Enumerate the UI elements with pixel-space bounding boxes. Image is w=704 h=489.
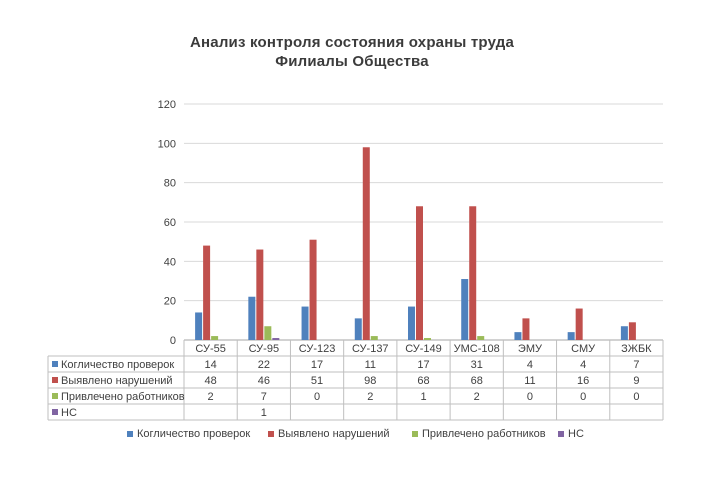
data-label-3-1: 1 [261, 407, 267, 419]
data-label-1-2: 51 [311, 375, 323, 387]
x-tick-label: ЗЖБК [621, 343, 652, 355]
data-label-0-5: 31 [471, 359, 483, 371]
bar-series2-5 [477, 336, 485, 340]
bar-series0-6 [514, 332, 522, 340]
data-label-1-6: 11 [524, 375, 535, 387]
table-legend-key-1 [52, 377, 58, 383]
chart-title-line-1: Анализ контроля состояния охраны труда [189, 34, 515, 51]
table-legend-key-0 [52, 361, 58, 367]
data-label-1-8: 9 [633, 375, 639, 387]
data-label-1-5: 68 [471, 375, 483, 387]
data-label-0-4: 17 [417, 359, 429, 371]
y-tick-label: 60 [164, 217, 176, 229]
table-row-label-0: Когличество проверок [61, 359, 174, 371]
legend-label-1: Выявлено нарушений [278, 428, 390, 440]
bar-series0-0 [195, 312, 203, 340]
bar-series2-4 [424, 338, 431, 340]
x-tick-label: СУ-123 [299, 343, 336, 355]
bar-series1-0 [203, 245, 211, 340]
bar-series1-3 [362, 147, 370, 340]
bar-series1-4 [416, 206, 423, 340]
data-label-2-2: 0 [314, 391, 320, 403]
x-tick-label: СУ-55 [195, 343, 225, 355]
bar-series1-7 [575, 308, 583, 340]
y-tick-label: 80 [164, 178, 176, 190]
legend-label-3: НС [568, 428, 584, 440]
table-row-label-3: НС [61, 407, 77, 419]
x-tick-label: СУ-95 [249, 343, 279, 355]
legend-key-0 [127, 431, 133, 437]
bar-series1-5 [469, 206, 477, 340]
x-tick-label: ЭМУ [518, 343, 543, 355]
data-label-1-1: 46 [258, 375, 270, 387]
y-tick-label: 100 [158, 138, 176, 150]
data-label-0-7: 4 [580, 359, 586, 371]
bar-series2-0 [211, 336, 219, 340]
bar-series1-2 [309, 239, 317, 340]
y-tick-label: 120 [158, 99, 176, 111]
data-label-0-3: 11 [365, 359, 376, 371]
legend-label-0: Когличество проверок [137, 428, 250, 440]
bar-series3-1 [272, 338, 280, 340]
x-tick-label: СМУ [571, 343, 596, 355]
data-label-2-1: 7 [261, 391, 267, 403]
bar-series0-2 [301, 306, 309, 340]
data-label-0-2: 17 [311, 359, 323, 371]
bar-series0-3 [354, 318, 362, 340]
bar-series0-4 [408, 306, 415, 340]
table-row-label-1: Выявлено нарушений [61, 375, 173, 387]
data-label-2-5: 2 [474, 391, 480, 403]
data-label-2-0: 2 [208, 391, 214, 403]
bar-series1-6 [522, 318, 530, 340]
table-legend-key-3 [52, 409, 58, 415]
bar-series0-7 [567, 332, 575, 340]
data-label-0-6: 4 [527, 359, 533, 371]
data-label-2-4: 1 [420, 391, 426, 403]
data-label-2-3: 2 [367, 391, 373, 403]
legend-key-1 [268, 431, 274, 437]
x-tick-label: УМС-108 [454, 343, 500, 355]
legend-key-2 [412, 431, 418, 437]
legend-key-3 [558, 431, 564, 437]
table-legend-key-2 [52, 393, 58, 399]
bar-series2-3 [370, 336, 378, 340]
y-tick-label: 20 [164, 296, 176, 308]
data-label-1-4: 68 [417, 375, 429, 387]
data-label-1-0: 48 [204, 375, 216, 387]
x-tick-label: СУ-149 [405, 343, 442, 355]
data-label-2-7: 0 [580, 391, 586, 403]
table-row-label-2: Привлечено работников [61, 391, 185, 403]
bar-series1-1 [256, 249, 264, 340]
bar-series0-5 [461, 279, 469, 340]
chart-title-line-2: Филиалы Общества [275, 53, 429, 70]
data-label-1-7: 16 [577, 375, 589, 387]
bar-series0-8 [620, 326, 628, 340]
bar-series0-1 [248, 296, 256, 340]
legend-label-2: Привлечено работников [422, 428, 546, 440]
data-label-0-0: 14 [204, 359, 216, 371]
x-tick-label: СУ-137 [352, 343, 389, 355]
bar-series1-8 [628, 322, 636, 340]
data-label-0-8: 7 [633, 359, 639, 371]
data-label-2-6: 0 [527, 391, 533, 403]
data-label-1-3: 98 [364, 375, 376, 387]
y-tick-label: 0 [170, 335, 176, 347]
y-tick-label: 40 [164, 256, 176, 268]
data-label-2-8: 0 [633, 391, 639, 403]
bar-series2-1 [264, 326, 272, 340]
data-label-0-1: 22 [258, 359, 270, 371]
